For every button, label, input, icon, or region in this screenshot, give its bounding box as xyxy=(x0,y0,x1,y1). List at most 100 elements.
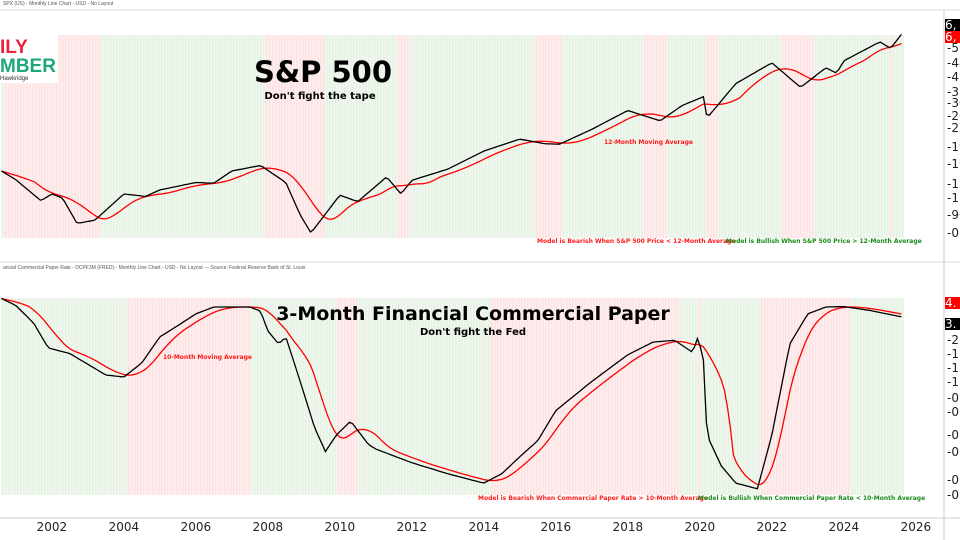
spx-signal-band xyxy=(313,35,316,238)
cp-signal-band xyxy=(154,298,157,495)
cp-signal-band xyxy=(313,298,316,495)
year-tick: 2002 xyxy=(36,520,68,534)
cp-signal-band xyxy=(103,298,106,495)
spx-signal-band xyxy=(514,35,517,238)
spx-signal-band xyxy=(658,35,661,238)
spx-signal-band xyxy=(901,35,904,238)
cp-axis-tick: -1.4 xyxy=(947,361,960,375)
spx-axis-tick: -41 xyxy=(947,70,960,84)
spx-signal-band xyxy=(565,35,568,238)
spx-signal-band xyxy=(1,35,4,238)
cp-signal-band xyxy=(163,298,166,495)
spx-signal-band xyxy=(622,35,625,238)
spx-signal-band xyxy=(406,35,409,238)
cp-signal-band xyxy=(49,298,52,495)
spx-signal-band xyxy=(826,35,829,238)
cp-signal-band xyxy=(223,298,226,495)
spx-signal-band xyxy=(334,35,337,238)
spx-signal-band xyxy=(430,35,433,238)
cp-signal-band xyxy=(880,298,883,495)
cp-signal-band xyxy=(190,298,193,495)
cp-signal-band xyxy=(733,298,736,495)
spx-signal-band xyxy=(238,35,241,238)
cp-signal-band xyxy=(391,298,394,495)
cp-signal-band xyxy=(826,298,829,495)
spx-price-box: 6, xyxy=(945,19,960,31)
cp-ma-box: 4. xyxy=(945,297,960,309)
cp-signal-band xyxy=(490,298,493,495)
cp-signal-band xyxy=(346,298,349,495)
cp-axis-tick: -2. xyxy=(947,333,960,347)
spx-signal-band xyxy=(352,35,355,238)
spx-signal-band xyxy=(49,35,52,238)
spx-signal-band xyxy=(871,35,874,238)
cp-signal-band xyxy=(511,298,514,495)
cp-signal-band xyxy=(679,298,682,495)
spx-signal-band xyxy=(814,35,817,238)
spx-signal-band xyxy=(460,35,463,238)
spx-signal-band xyxy=(64,35,67,238)
spx-signal-band xyxy=(772,35,775,238)
spx-signal-band xyxy=(136,35,139,238)
spx-signal-band xyxy=(748,35,751,238)
cp-signal-band xyxy=(88,298,91,495)
spx-signal-band xyxy=(316,35,319,238)
cp-signal-band xyxy=(769,298,772,495)
spx-signal-band xyxy=(76,35,79,238)
cp-signal-band xyxy=(382,298,385,495)
spx-signal-band xyxy=(205,35,208,238)
signal-bands-spx xyxy=(1,35,904,238)
spx-signal-band xyxy=(265,35,268,238)
cp-signal-band xyxy=(649,298,652,495)
spx-signal-band xyxy=(91,35,94,238)
cp-signal-band xyxy=(229,298,232,495)
cp-signal-band xyxy=(292,298,295,495)
spx-signal-band xyxy=(7,35,10,238)
spx-signal-band xyxy=(763,35,766,238)
cp-signal-band xyxy=(622,298,625,495)
cp-signal-band xyxy=(472,298,475,495)
year-tick: 2024 xyxy=(828,520,860,534)
cp-signal-band xyxy=(64,298,67,495)
cp-signal-band xyxy=(871,298,874,495)
spx-signal-band xyxy=(670,35,673,238)
spx-signal-band xyxy=(580,35,583,238)
spx-signal-band xyxy=(178,35,181,238)
cp-signal-band xyxy=(193,298,196,495)
spx-signal-band xyxy=(43,35,46,238)
year-tick: 2008 xyxy=(252,520,284,534)
cp-signal-band xyxy=(520,298,523,495)
spx-signal-band xyxy=(487,35,490,238)
cp-signal-band xyxy=(271,298,274,495)
cp-signal-band xyxy=(301,298,304,495)
spx-signal-band xyxy=(793,35,796,238)
spx-signal-band xyxy=(511,35,514,238)
spx-signal-band xyxy=(457,35,460,238)
cp-signal-band xyxy=(712,298,715,495)
spx-signal-band xyxy=(505,35,508,238)
spx-signal-band xyxy=(820,35,823,238)
spx-signal-band xyxy=(535,35,538,238)
year-tick: 2004 xyxy=(108,520,140,534)
spx-signal-band xyxy=(124,35,127,238)
cp-signal-band xyxy=(343,298,346,495)
spx-signal-band xyxy=(475,35,478,238)
cp-signal-band xyxy=(763,298,766,495)
year-tick: 2012 xyxy=(396,520,428,534)
cp-signal-band xyxy=(100,298,103,495)
cp-signal-band xyxy=(307,298,310,495)
spx-signal-band xyxy=(196,35,199,238)
cp-signal-band xyxy=(586,298,589,495)
spx-signal-band xyxy=(10,35,13,238)
cp-signal-band xyxy=(160,298,163,495)
spx-signal-band xyxy=(700,35,703,238)
cp-signal-band xyxy=(199,298,202,495)
spx-signal-band xyxy=(61,35,64,238)
cp-signal-band xyxy=(316,298,319,495)
spx-signal-band xyxy=(28,35,31,238)
cp-signal-band xyxy=(646,298,649,495)
cp-signal-band xyxy=(742,298,745,495)
cp-signal-band xyxy=(205,298,208,495)
logo-line1: ILY xyxy=(0,37,28,58)
